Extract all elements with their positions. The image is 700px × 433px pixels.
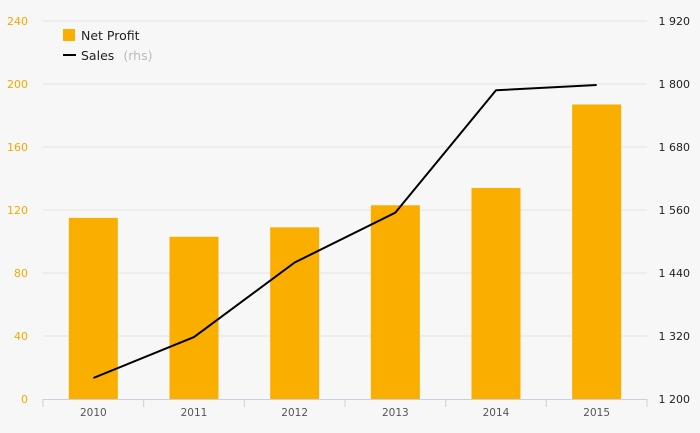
left-tick-label: 240	[7, 15, 28, 28]
net-profit-bar	[169, 236, 219, 399]
net-profit-bar	[68, 217, 118, 399]
left-y-axis-ticks: 0 40 80 120 160 200 240	[7, 15, 28, 406]
x-tick-label: 2012	[281, 407, 308, 419]
legend-label-sales: Sales	[81, 48, 114, 63]
right-tick-label: 1 560	[659, 204, 691, 217]
legend-label-sales-group: Sales (rhs)	[81, 45, 152, 64]
left-tick-label: 160	[7, 141, 28, 154]
left-tick-label: 40	[14, 330, 28, 343]
right-tick-label: 1 800	[659, 78, 691, 91]
axes	[42, 399, 648, 407]
net-profit-bar	[370, 205, 420, 399]
legend-label-net-profit: Net Profit	[81, 28, 140, 43]
x-tick-label: 2010	[80, 407, 107, 419]
x-tick-label: 2013	[382, 407, 409, 419]
legend-label-sales-note: (rhs)	[123, 48, 152, 63]
right-tick-label: 1 200	[659, 393, 691, 406]
left-tick-label: 80	[14, 267, 28, 280]
sales-line-layer	[92, 84, 597, 379]
x-tick-label: 2015	[583, 407, 610, 419]
gridlines	[43, 20, 647, 337]
sales-line	[92, 84, 597, 379]
right-tick-label: 1 680	[659, 141, 691, 154]
left-tick-label: 0	[21, 393, 28, 406]
left-tick-label: 120	[7, 204, 28, 217]
x-axis-ticks: 2010 2011 2012 2013 2014 2015	[80, 407, 610, 419]
right-tick-label: 1 920	[659, 15, 691, 28]
x-tick-label: 2011	[181, 407, 208, 419]
right-tick-label: 1 320	[659, 330, 691, 343]
right-tick-label: 1 440	[659, 267, 691, 280]
net-profit-bars	[68, 104, 622, 399]
legend: Net Profit Sales (rhs)	[63, 28, 152, 64]
right-y-axis-ticks: 1 200 1 320 1 440 1 560 1 680 1 800 1 920	[659, 15, 691, 406]
net-profit-bar	[572, 104, 622, 399]
left-tick-label: 200	[7, 78, 28, 91]
net-profit-bar	[471, 187, 521, 399]
net-profit-bar	[270, 227, 320, 399]
legend-swatch-net-profit	[63, 29, 75, 41]
x-tick-label: 2014	[483, 407, 510, 419]
